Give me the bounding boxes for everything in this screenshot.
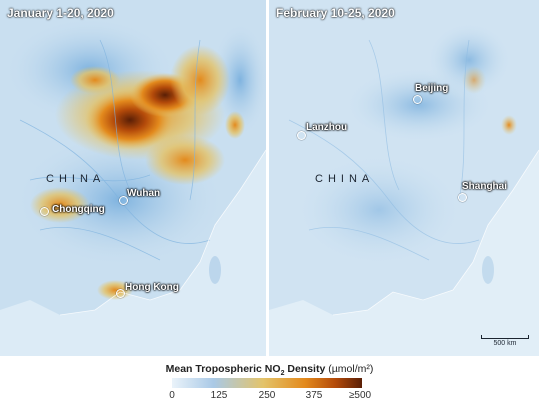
legend-unit: (µmol/m²): [328, 363, 374, 375]
city-label-shanghai: Shanghai: [462, 181, 508, 192]
legend-tick-500: ≥500: [348, 390, 372, 401]
country-label-china-left: CHINA: [46, 173, 106, 185]
map-panel-january: January 1-20, 2020 CHINA Chongqing Wuhan…: [0, 0, 266, 356]
legend-title-main: Mean Tropospheric NO: [165, 363, 281, 375]
legend-title: Mean Tropospheric NO2 Density (µmol/m²): [0, 363, 539, 377]
legend-tick-250: 250: [258, 390, 276, 401]
city-marker-shanghai: [458, 193, 467, 202]
city-label-chongqing: Chongqing: [52, 204, 105, 215]
legend-title-subscript: 2: [280, 370, 285, 378]
city-label-lanzhou: Lanzhou: [306, 122, 348, 133]
city-label-beijing: Beijing: [415, 83, 449, 94]
panel-title-january: January 1-20, 2020: [7, 6, 114, 20]
scale-bar: 500 km: [481, 335, 529, 347]
city-marker-chongqing: [40, 207, 49, 216]
city-marker-beijing: [413, 95, 422, 104]
legend-title-tail: Density: [284, 363, 329, 375]
city-marker-lanzhou: [297, 131, 306, 140]
panel-title-february: February 10-25, 2020: [276, 6, 395, 20]
legend-tick-125: 125: [210, 390, 228, 401]
legend: Mean Tropospheric NO2 Density (µmol/m²) …: [0, 358, 539, 407]
city-label-wuhan: Wuhan: [127, 188, 161, 199]
no2-map-january: [0, 0, 266, 356]
city-marker-wuhan: [119, 196, 128, 205]
legend-color-bar: [172, 378, 362, 388]
legend-tick-375: 375: [305, 390, 323, 401]
country-label-china-right: CHINA: [315, 173, 375, 185]
scale-bar-label: 500 km: [493, 340, 517, 347]
legend-tick-0: 0: [169, 390, 175, 401]
scale-bar-line: [481, 335, 529, 339]
city-marker-hong-kong: [116, 289, 125, 298]
map-panel-february: February 10-25, 2020 CHINA Beijing Lanzh…: [269, 0, 539, 356]
no2-map-february: [269, 0, 539, 356]
city-label-hong-kong: Hong Kong: [125, 282, 179, 293]
